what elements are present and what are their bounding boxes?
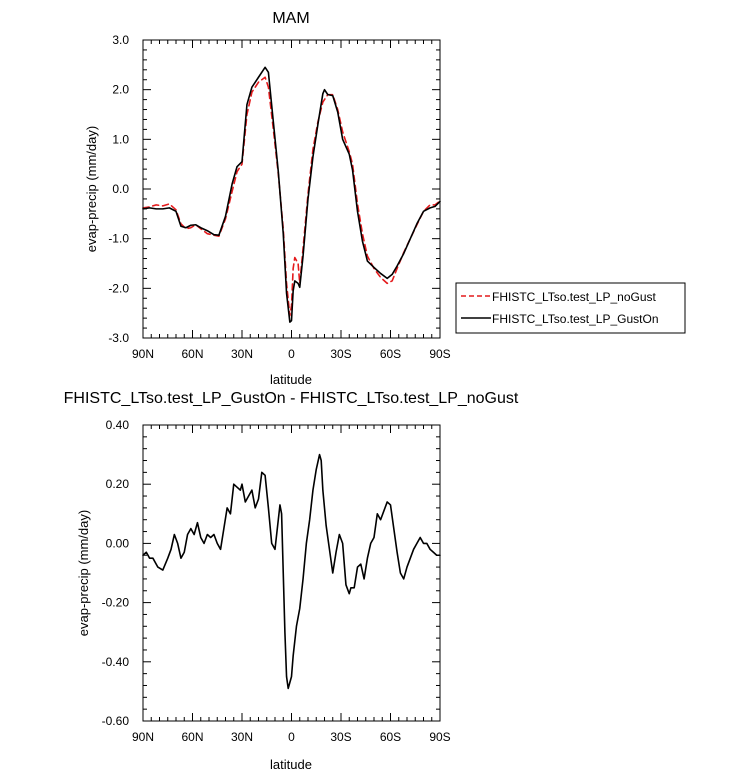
bot-x-tick-label: 90N [132,730,154,744]
top-x-tick-labels: 90N 60N 30N 0 30S 60S 90S [132,347,451,361]
bottom-chart-title: FHISTC_LTso.test_LP_GustOn - FHISTC_LTso… [64,390,519,407]
top-series-line-0 [142,76,441,317]
top-x-tick-label: 90S [429,347,450,361]
top-y-tick-label: -1.0 [108,232,129,246]
bot-y-tick-label: -0.40 [102,655,130,669]
legend: FHISTC_LTso.test_LP_noGust FHISTC_LTso.t… [455,282,686,334]
bot-y-tick-label: -0.60 [102,714,130,728]
top-x-tick-label: 30S [330,347,351,361]
top-tick-marks [142,39,441,339]
top-y-tick-label: 1.0 [112,132,129,146]
top-series-line-1 [142,66,441,323]
top-series-lines [142,66,441,323]
top-y-tick-label: 0.0 [112,182,129,196]
top-x-tick-label: 90N [132,347,154,361]
top-y-tick-label: -2.0 [108,281,129,295]
legend-label-nogust: FHISTC_LTso.test_LP_noGust [492,290,657,304]
bot-x-tick-label: 30S [330,730,351,744]
top-x-tick-label: 0 [288,347,295,361]
top-x-tick-label: 60N [181,347,203,361]
legend-label-guston: FHISTC_LTso.test_LP_GustOn [492,312,659,326]
top-panel: MAM -3.0 -2.0 -1.0 0.0 1.0 2.0 3.0 90N 60N 30N 0 3… [84,10,451,387]
bottom-y-tick-labels: -0.60 -0.40 -0.20 0.00 0.20 0.40 [102,418,130,728]
bot-x-tick-label: 60N [181,730,203,744]
bot-x-tick-label: 90S [429,730,450,744]
bottom-y-axis-label: evap-precip (mm/day) [76,510,91,636]
bot-x-tick-label: 0 [288,730,295,744]
top-y-axis-label: evap-precip (mm/day) [84,126,99,252]
top-y-tick-label: 2.0 [112,83,129,97]
bot-y-tick-label: 0.00 [106,536,130,550]
top-x-axis-label: latitude [270,372,312,387]
bot-x-tick-label: 60S [380,730,401,744]
top-y-tick-label: 3.0 [112,33,129,47]
top-x-tick-label: 30N [231,347,253,361]
bot-x-tick-label: 30N [231,730,253,744]
top-y-tick-labels: -3.0 -2.0 -1.0 0.0 1.0 2.0 3.0 [108,33,129,345]
top-plot-frame [142,39,441,339]
legend-box [455,282,686,334]
bottom-series-lines [142,453,441,690]
top-x-tick-label: 60S [380,347,401,361]
bot-y-tick-label: -0.20 [102,596,130,610]
bottom-panel: FHISTC_LTso.test_LP_GustOn - FHISTC_LTso… [64,390,519,772]
bottom-x-tick-labels: 90N 60N 30N 0 30S 60S 90S [132,730,451,744]
bottom-tick-marks [142,424,441,722]
top-chart-title: MAM [272,10,309,27]
bot-series-line-0 [142,453,441,690]
bottom-x-axis-label: latitude [270,757,312,772]
bot-y-tick-label: 0.20 [106,477,130,491]
bot-y-tick-label: 0.40 [106,418,130,432]
top-y-tick-label: -3.0 [108,331,129,345]
